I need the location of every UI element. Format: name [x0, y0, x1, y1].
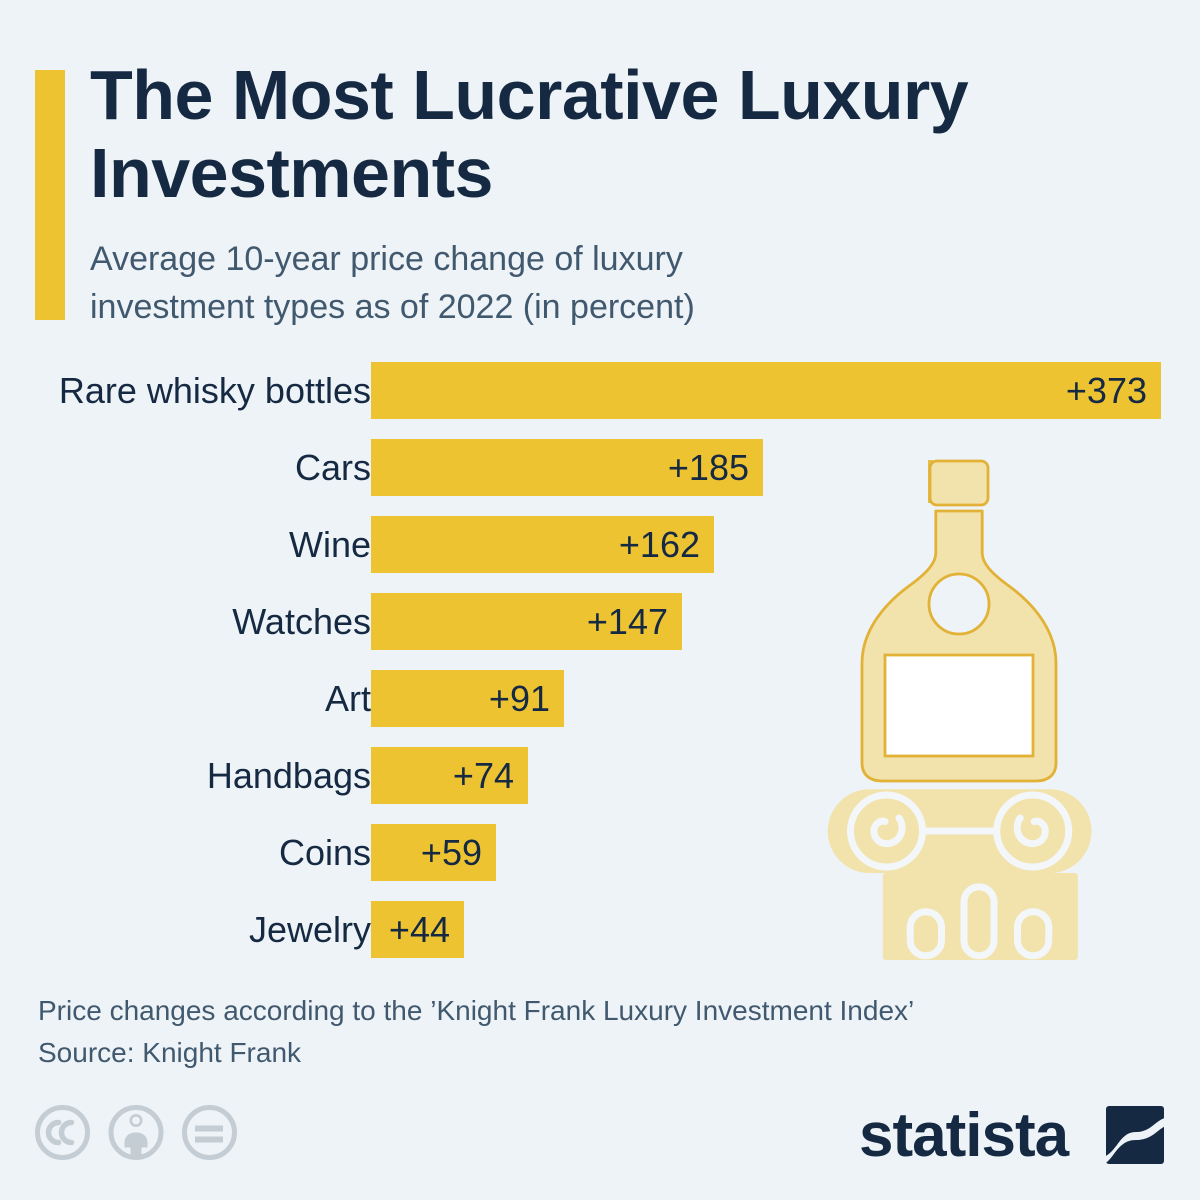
svg-text:statista: statista — [859, 1101, 1070, 1170]
